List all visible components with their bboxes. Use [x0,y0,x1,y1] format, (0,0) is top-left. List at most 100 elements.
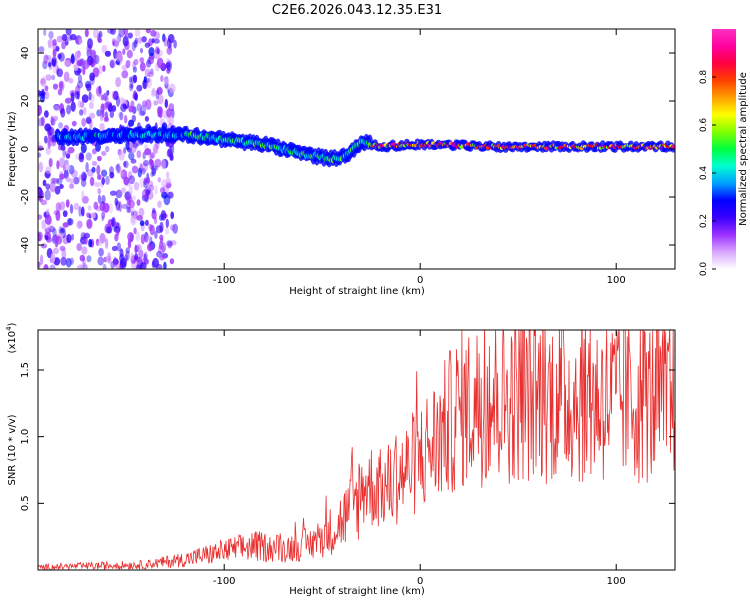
spectrogram-noise-cell [130,100,135,109]
spectrogram-noise-cell [121,203,128,210]
spectrogram-noise-cell [109,190,117,196]
spectrogram-noise-cell [66,104,72,115]
snr-y-tick-label: 1.0 [20,429,31,445]
spectrogram-noise-cell [162,33,166,43]
spectrogram-noise-cell [119,257,127,268]
spectrogram-noise-cell [115,189,123,199]
spectrogram-noise-cell [111,217,116,228]
spectrogram-noise-cell [97,174,102,180]
spectrogram-noise-cell [43,264,49,269]
spectrogram-noise-cell [88,91,92,101]
spectrogram-noise-cell [128,175,136,185]
spectrogram-noise-cell [157,106,163,115]
spectrogram-noise-cell [90,212,96,219]
spectrogram-noise-cell [57,53,62,60]
spectrogram-noise-cell [59,231,64,239]
spectrogram-noise-cell [95,238,100,246]
spectrogram-noise-cell [113,37,120,48]
spectrogram-noise-cell [44,227,52,234]
spectrogram-noise-cell [119,111,124,121]
spectrogram-noise-cell [80,143,87,154]
spectrogram-noise-cell [122,103,127,110]
spectrogram-noise-cell [52,247,60,255]
spectrogram-noise-cell [42,75,46,84]
spectrogram-noise-cell [145,29,151,34]
spectrogram-noise-cell [91,160,98,167]
spectrogram-noise-cell [61,248,67,260]
spectrogram-noise-cell [51,56,58,68]
spectrogram-noise-cell [80,177,87,188]
spectrogram-noise-cell [111,245,118,252]
spectrogram-noise-cell [136,199,141,206]
spectrogram-noise-cell [127,32,133,39]
spectrogram-noise-cell [52,48,57,57]
spectrogram-noise-cell [160,75,164,82]
spectrogram-noise-cell [82,173,88,181]
spectrogram-noise-cell [101,44,108,54]
spectrogram-noise-cell [77,38,83,45]
spectrogram-noise-cell [113,48,118,60]
snr-x-tick-label: -100 [213,576,236,587]
spectrogram-noise-cell [77,80,84,89]
spectrogram-noise-cell [89,112,96,119]
spectrogram-noise-cell [137,256,143,265]
spectrogram-noise-cell [163,37,168,47]
spectrogram-noise-cell [81,117,87,127]
spectrogram-noise-cell [71,120,77,127]
spectrogram-noise-cell [79,109,84,116]
spectrogram-noise-cell [66,218,74,226]
spectrogram-noise-cell [125,247,130,254]
spectrogram-noise-cell [106,29,114,34]
spectrogram-noise-cell [106,90,110,96]
spectrogram-noise-cell [99,122,105,132]
spectrogram-noise-cell [133,58,139,66]
spectrogram-noise-cell [90,49,96,59]
spectrogram-noise-cell [62,164,67,172]
spectrogram-noise-cell [130,143,137,154]
spectrogram-noise-cell [105,145,110,153]
spectrogram-noise-cell [92,148,97,155]
spectrogram-noise-cell [138,110,146,116]
spectrogram-noise-cell [45,224,52,231]
spectrogram-noise-cell [150,30,157,37]
spectrogram-noise-cell [101,194,106,204]
colorbar-label: Normalized spectral amplitude [738,72,749,226]
spectrogram-noise-cell [86,255,92,263]
spectrogram-noise-cell [107,252,111,262]
spectrogram-noise-cell [44,214,52,225]
spectrogram-noise-cell [38,214,43,220]
spectrogram-noise-cell [160,210,167,221]
spectrogram-noise-cell [53,104,61,112]
snr-x-label: Height of straight line (km) [289,586,425,597]
spectrogram-noise-cell [40,199,48,206]
spectrogram-noise-cell [83,232,91,239]
spectrogram-noise-cell [115,95,121,107]
spectrogram-noise-cell [112,258,119,265]
spectrogram-noise-cell [110,29,116,35]
spectrogram-noise-cell [121,70,129,79]
spectrogram-noise-cell [144,148,152,156]
spectrogram-noise-cell [65,199,70,208]
spectrogram-noise-cell [141,188,149,199]
spectrogram-noise-cell [104,50,111,57]
spectrogram-noise-cell [87,205,92,211]
spectrogram-noise-cell [98,65,103,75]
spectrogram-noise-cell [144,42,151,48]
spectrogram-noise-cell [139,47,144,54]
spectrogram-noise-cell [107,103,113,112]
snr-series-line [38,330,675,570]
spectrogram-noise-cell [143,231,149,243]
spectrogram-noise-cell [48,226,56,233]
spectrogram-noise-cell [136,84,143,92]
spectrogram-noise-cell [73,176,80,185]
spectrogram-noise-cell [156,86,163,96]
spectrogram-noise-cell [142,100,148,107]
spectrogram-noise-cell [115,59,120,65]
spectrogram-noise-cell [81,171,87,182]
spectrogram-noise-cell [118,29,125,38]
spectrogram-noise-cell [143,159,150,167]
spectrogram-noise-cell [55,45,60,52]
spectrogram-noise-cell [42,179,47,187]
spectrogram-noise-cell [153,216,158,225]
